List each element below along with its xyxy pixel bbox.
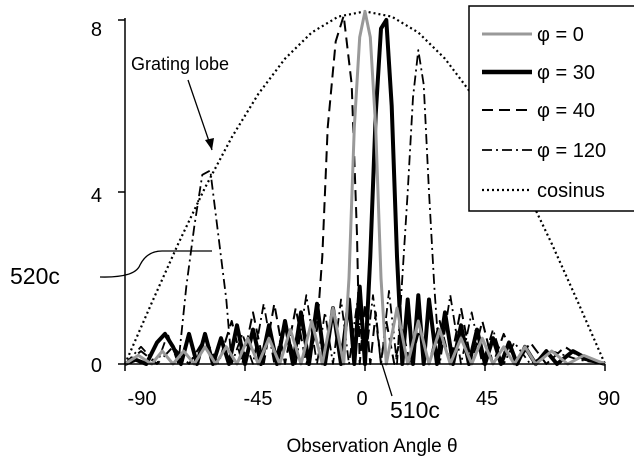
legend-box bbox=[468, 5, 634, 212]
axes-layer bbox=[118, 18, 606, 371]
legend-label-phi-120: φ = 120 bbox=[537, 140, 606, 162]
annotation-grating-lobe: Grating lobe bbox=[131, 54, 229, 74]
annotation-510c-leader bbox=[381, 363, 393, 397]
y-tick-label-8: 8 bbox=[91, 19, 102, 41]
legend-label-phi-0: φ = 0 bbox=[537, 24, 584, 46]
legend-label-phi-40: φ = 40 bbox=[537, 100, 595, 122]
x-axis-label: Observation Angle θ bbox=[286, 436, 457, 457]
legend-label-phi-30: φ = 30 bbox=[537, 62, 595, 84]
annotation-520c: 520c bbox=[10, 263, 60, 289]
y-tick-label-4: 4 bbox=[91, 185, 102, 207]
legend-label-cosinus: cosinus bbox=[537, 180, 605, 202]
x-tick-label-90: 90 bbox=[598, 388, 620, 410]
series-line-0 bbox=[124, 9, 606, 366]
annotation-510c: 510c bbox=[390, 397, 440, 423]
x-tick-label-0: 0 bbox=[356, 388, 367, 410]
x-tick-label-neg45: -45 bbox=[244, 388, 273, 410]
x-tick-label-neg90: -90 bbox=[128, 388, 157, 410]
annotation-grating-lobe-arrow bbox=[187, 79, 213, 151]
x-tick-label-45: 45 bbox=[476, 388, 498, 410]
annotation-grating-lobe-arrowhead bbox=[205, 138, 214, 150]
legend: φ = 0 φ = 30 φ = 40 φ = 120 cosinus bbox=[468, 5, 634, 212]
y-tick-label-0: 0 bbox=[91, 355, 102, 377]
annotation-520c-leader bbox=[99, 250, 212, 278]
